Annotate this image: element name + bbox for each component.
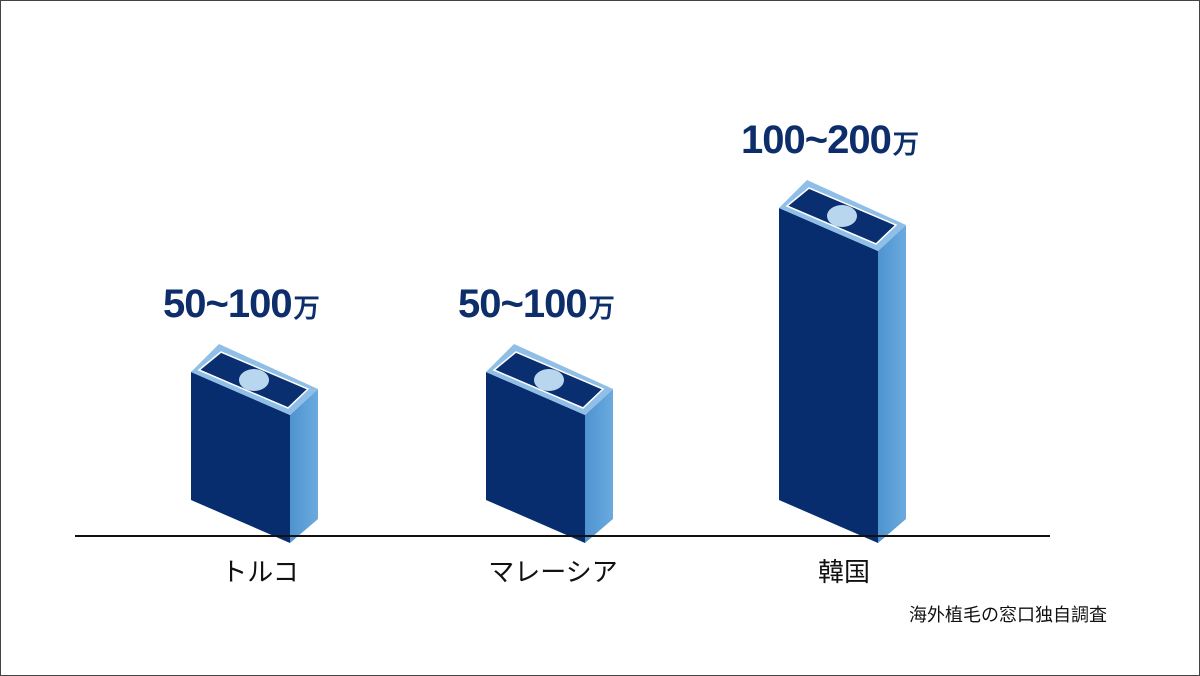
x-axis-line bbox=[75, 535, 1050, 537]
bar-turkey bbox=[191, 344, 318, 543]
category-label-malaysia: マレーシア bbox=[488, 558, 618, 588]
category-label-korea: 韓国 bbox=[817, 558, 871, 588]
value-text: 100~200 bbox=[741, 118, 892, 162]
value-unit: 万 bbox=[588, 293, 615, 323]
value-unit: 万 bbox=[892, 129, 919, 159]
bar-korea bbox=[779, 180, 906, 543]
bar-malaysia bbox=[486, 344, 613, 543]
coin-icon bbox=[239, 369, 269, 391]
coin-icon bbox=[534, 369, 564, 391]
coin-icon bbox=[827, 205, 857, 227]
value-label-turkey: 50~100万 bbox=[163, 282, 320, 327]
value-label-malaysia: 50~100万 bbox=[458, 282, 615, 327]
source-note: 海外植毛の窓口独自調査 bbox=[909, 605, 1107, 626]
value-text: 50~100 bbox=[458, 282, 588, 326]
value-unit: 万 bbox=[293, 293, 320, 323]
value-text: 50~100 bbox=[163, 282, 293, 326]
category-label-turkey: トルコ bbox=[221, 558, 299, 588]
value-label-korea: 100~200万 bbox=[741, 118, 919, 163]
